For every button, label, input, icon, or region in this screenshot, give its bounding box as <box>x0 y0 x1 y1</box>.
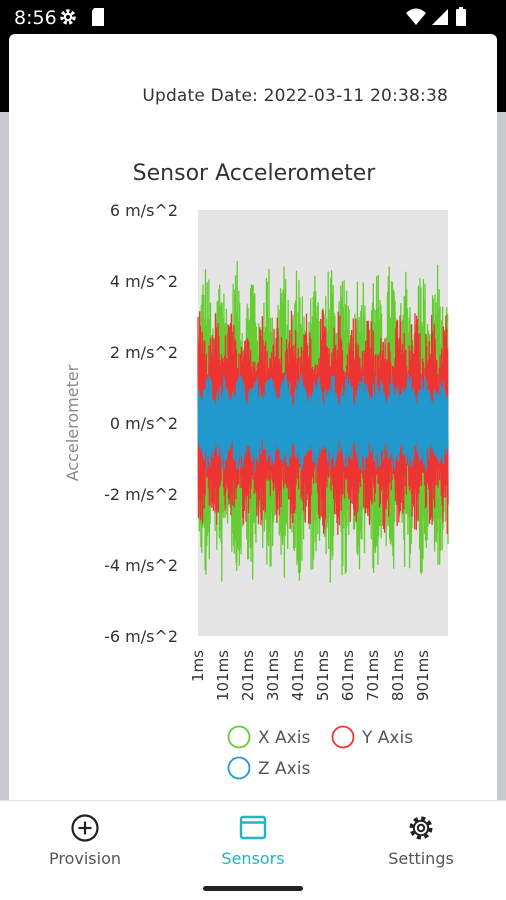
series-group <box>197 260 449 583</box>
gear-icon <box>60 9 76 25</box>
legend-marker <box>331 725 355 749</box>
x-tick-label: 401ms <box>289 650 307 701</box>
chart-title: Sensor Accelerometer <box>133 161 377 186</box>
home-indicator[interactable] <box>203 886 303 891</box>
nav-sensors[interactable]: Sensors <box>169 801 337 881</box>
bottom-navigation: Provision Sensors Settings <box>0 800 506 881</box>
nav-provision-label: Provision <box>48 849 121 868</box>
battery-icon <box>456 7 466 26</box>
nav-settings-label: Settings <box>388 849 454 868</box>
nav-sensors-label: Sensors <box>221 849 285 868</box>
legend-marker <box>227 756 251 780</box>
signal-icon <box>432 9 448 25</box>
gear-icon <box>409 816 433 840</box>
accelerometer-chart: Sensor Accelerometer Accelerometer 6 m/s… <box>63 161 449 780</box>
x-tick-label: 301ms <box>264 650 282 701</box>
chart-legend: X Axis Y Axis Z Axis <box>227 725 413 780</box>
x-tick-label: 701ms <box>364 650 382 701</box>
x-tick-label: 1ms <box>189 650 207 682</box>
y-tick-label: 2 m/s^2 <box>110 343 178 362</box>
x-tick-label: 501ms <box>314 650 332 701</box>
nav-settings[interactable]: Settings <box>337 801 505 881</box>
y-axis-label: Accelerometer <box>63 364 82 481</box>
x-tick-label: 601ms <box>339 650 357 701</box>
legend-marker <box>227 725 251 749</box>
y-tick-label: -4 m/s^2 <box>104 556 178 575</box>
y-tick-label: 6 m/s^2 <box>110 201 178 220</box>
x-tick-label: 901ms <box>414 650 432 701</box>
status-time: 8:56 <box>14 7 57 29</box>
nav-provision[interactable]: Provision <box>1 801 169 881</box>
y-tick-label: 0 m/s^2 <box>110 414 178 433</box>
x-tick-label: 101ms <box>214 650 232 701</box>
y-tick-label: -6 m/s^2 <box>104 627 178 646</box>
status-bar: 8:56 <box>0 0 506 34</box>
sd-card-icon <box>92 8 104 26</box>
y-tick-label: -2 m/s^2 <box>104 485 178 504</box>
wifi-icon <box>406 8 426 25</box>
x-tick-label: 201ms <box>239 650 257 701</box>
legend-label: Z Axis <box>258 759 310 779</box>
legend-label: X Axis <box>258 728 310 748</box>
window-icon <box>239 815 267 840</box>
series-line-z-axis <box>197 373 449 472</box>
legend-label: Y Axis <box>361 728 413 748</box>
page-margin-left <box>0 112 9 802</box>
add-circle-icon <box>71 814 99 842</box>
page-margin-right <box>497 112 506 802</box>
x-tick-label: 801ms <box>389 650 407 701</box>
x-ticks: 1ms 101ms 201ms 301ms 401ms 501ms 601ms 701ms 80… <box>189 650 432 701</box>
y-tick-label: 4 m/s^2 <box>110 272 178 291</box>
y-ticks: 6 m/s^2 4 m/s^2 2 m/s^2 0 m/s^2 -2 m/s^2 -4 m… <box>104 201 178 646</box>
update-date: Update Date: 2022-03-11 20:38:38 <box>142 86 448 106</box>
